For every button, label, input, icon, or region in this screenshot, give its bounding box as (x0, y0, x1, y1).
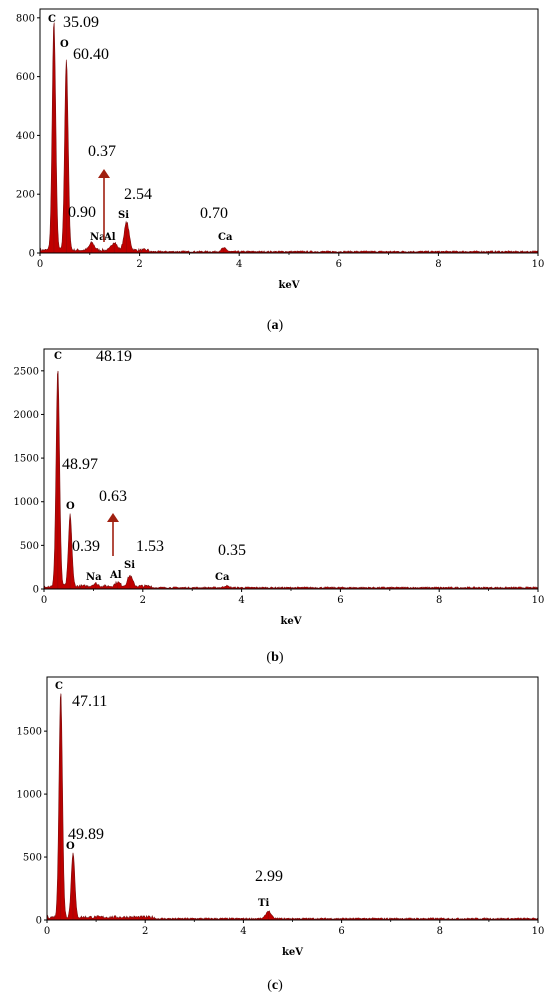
caption-paren-close: ) (278, 978, 283, 993)
x-tick-label: 4 (238, 595, 244, 606)
x-tick-label: 6 (337, 595, 343, 606)
caption-paren-open: ( (267, 978, 272, 993)
caption-letter: a (272, 318, 279, 333)
x-axis-label: keV (280, 616, 301, 627)
caption-letter: b (271, 650, 279, 665)
x-tick-label: 6 (336, 259, 342, 270)
element-label-C: C (48, 14, 56, 25)
annotation-Ca: 0.70 (200, 205, 228, 222)
y-tick-label: 500 (23, 853, 42, 864)
x-tick-label: 2 (140, 595, 146, 606)
element-label-Si: Si (118, 210, 129, 221)
annotation-C: 47.11 (72, 693, 107, 710)
y-tick-label: 1500 (17, 727, 42, 738)
annotation-Si: 2.54 (124, 186, 152, 203)
annotation-Al: 0.63 (99, 488, 127, 505)
element-label-Ca: Ca (215, 572, 230, 583)
caption-paren-open: ( (266, 650, 271, 665)
element-label-Na: Na (90, 232, 106, 243)
annotation-Si: 1.53 (136, 538, 164, 555)
annotation-O: 48.97 (62, 456, 98, 473)
element-label-O: O (66, 501, 75, 512)
caption-letter: c (272, 978, 278, 993)
y-tick-label: 800 (16, 13, 35, 24)
element-label-Ca: Ca (218, 232, 233, 243)
panel-c: 0 2 4 6 8 10 0 500 1000 1500 keV C O Ti 47.11 49.89 2.99… (17, 676, 545, 993)
panel-caption: (c) (267, 978, 283, 993)
x-tick-label: 8 (436, 595, 442, 606)
plot-frame (43, 348, 539, 590)
annotation-O: 49.89 (68, 826, 104, 843)
y-tick-label: 1000 (14, 497, 39, 508)
panel-caption: (a) (267, 318, 284, 333)
caption-paren-close: ) (279, 650, 284, 665)
x-tick-label: 2 (136, 259, 142, 270)
x-tick-label: 4 (236, 259, 242, 270)
annotation-arrow-head (98, 169, 110, 178)
element-label-Ti: Ti (258, 898, 269, 909)
x-tick-label: 2 (142, 926, 148, 937)
y-tick-label: 0 (36, 916, 42, 927)
x-tick-label: 10 (532, 259, 545, 270)
annotation-C: 35.09 (63, 14, 99, 31)
annotation-arrow-head (107, 513, 119, 522)
panel-caption: (b) (266, 650, 283, 665)
y-tick-label: 0 (29, 249, 35, 260)
x-tick-label: 8 (435, 259, 441, 270)
x-tick-label: 10 (532, 595, 545, 606)
y-tick-label: 0 (33, 585, 39, 596)
element-label-O: O (60, 39, 69, 50)
x-tick-label: 6 (338, 926, 344, 937)
y-tick-label: 600 (16, 72, 35, 83)
annotation-Ti: 2.99 (255, 868, 283, 885)
annotation-C: 48.19 (96, 348, 132, 365)
y-tick-label: 1500 (14, 454, 39, 465)
caption-paren-close: ) (279, 318, 284, 333)
caption-paren-open: ( (267, 318, 272, 333)
y-tick-label: 400 (16, 131, 35, 142)
x-tick-label: 10 (532, 926, 545, 937)
plot-frame (46, 676, 539, 921)
spectrum-area (39, 22, 539, 254)
x-tick-label: 0 (37, 259, 43, 270)
x-tick-label: 0 (41, 595, 47, 606)
x-axis-label: keV (282, 947, 303, 958)
annotation-O: 60.40 (73, 46, 109, 63)
y-tick-label: 500 (20, 541, 39, 552)
plot-frame (39, 8, 539, 254)
element-label-Si: Si (124, 560, 135, 571)
element-label-C: C (55, 681, 63, 692)
x-tick-label: 4 (240, 926, 246, 937)
x-axis-label: keV (278, 280, 299, 291)
spectrum-area (46, 693, 539, 921)
annotation-Na: 0.90 (68, 204, 96, 221)
x-tick-label: 0 (44, 926, 50, 937)
spectrum-area (43, 371, 539, 590)
y-tick-label: 2000 (14, 410, 39, 421)
annotation-Ca: 0.35 (218, 542, 246, 559)
y-tick-label: 200 (16, 190, 35, 201)
annotation-Al: 0.37 (88, 143, 116, 160)
element-label-Na: Na (86, 572, 102, 583)
element-label-Al: Al (109, 570, 122, 581)
element-label-C: C (54, 351, 62, 362)
y-tick-label: 2500 (14, 366, 39, 377)
element-label-O: O (66, 841, 75, 852)
annotation-Na: 0.39 (72, 538, 100, 555)
y-tick-label: 1000 (17, 790, 42, 801)
element-label-Al: Al (103, 232, 116, 243)
x-tick-label: 8 (437, 926, 443, 937)
